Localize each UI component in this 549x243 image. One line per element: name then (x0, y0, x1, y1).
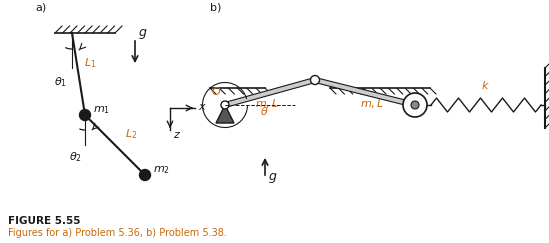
Text: $m_1$: $m_1$ (93, 104, 110, 116)
Text: $k$: $k$ (481, 79, 490, 91)
Text: $m_2$: $m_2$ (153, 164, 170, 176)
Circle shape (411, 101, 419, 109)
Text: $L_1$: $L_1$ (85, 56, 97, 70)
Text: $m, L$: $m, L$ (255, 96, 279, 110)
Text: $g$: $g$ (268, 171, 277, 185)
Text: $\theta$: $\theta$ (260, 105, 268, 117)
Text: $x$: $x$ (198, 102, 207, 112)
Circle shape (311, 76, 320, 85)
Text: $m, L$: $m, L$ (360, 97, 384, 111)
Polygon shape (225, 78, 316, 107)
Text: b): b) (210, 3, 221, 13)
Circle shape (80, 110, 91, 121)
Circle shape (221, 101, 229, 109)
Text: FIGURE 5.55: FIGURE 5.55 (8, 216, 81, 226)
Text: $L_2$: $L_2$ (125, 127, 137, 141)
Text: $\theta_2$: $\theta_2$ (69, 150, 82, 164)
Text: Figures for a) Problem 5.36, b) Problem 5.38.: Figures for a) Problem 5.36, b) Problem … (8, 228, 227, 238)
Text: $\theta_1$: $\theta_1$ (54, 75, 67, 89)
Polygon shape (315, 78, 416, 107)
Circle shape (139, 170, 150, 181)
Text: $O$: $O$ (211, 85, 221, 97)
Text: $g$: $g$ (138, 27, 148, 41)
Circle shape (403, 93, 427, 117)
Text: $z$: $z$ (173, 130, 181, 140)
Polygon shape (216, 105, 234, 123)
Text: a): a) (35, 3, 46, 13)
